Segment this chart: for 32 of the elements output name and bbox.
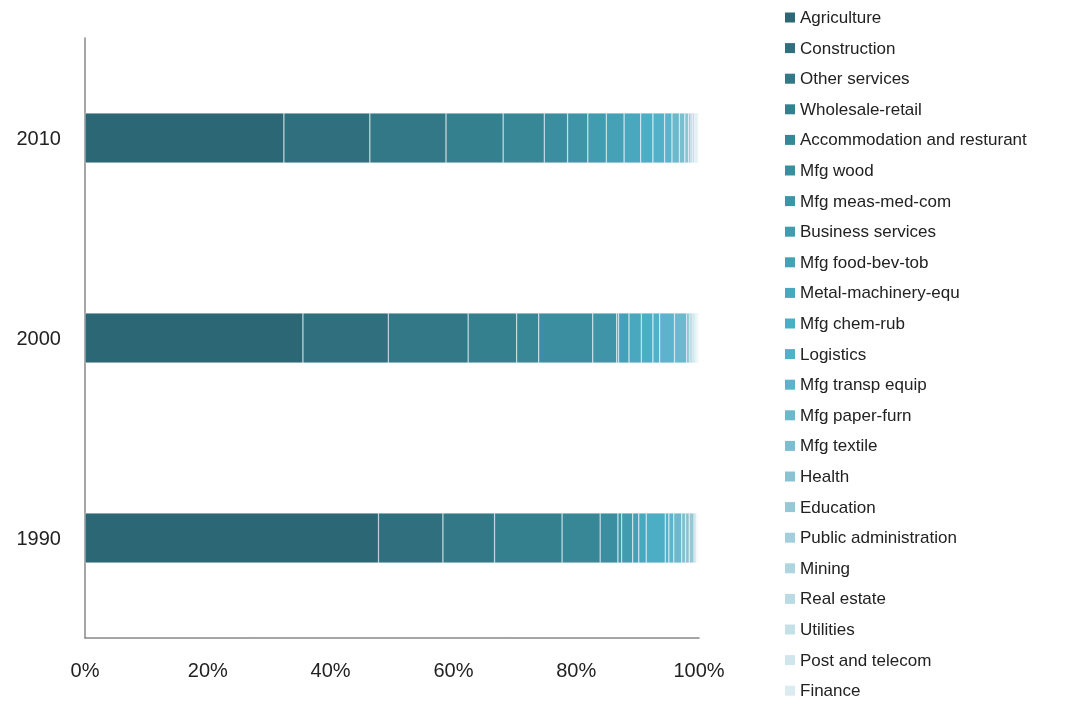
legend-label: Accommodation and resturant [800, 130, 1028, 150]
legend-label: Mfg chem-rub [800, 314, 905, 333]
x-tick-label: 100% [673, 659, 725, 681]
x-tick-label: 0% [70, 659, 100, 681]
x-tick-label: 60% [433, 659, 474, 681]
legend-label: Mfg wood [800, 161, 874, 180]
x-tick-label: 20% [187, 659, 229, 681]
legend-label: Mfg food-bev-tob [800, 252, 929, 272]
legend-label: Mining [800, 558, 851, 578]
legend-label: Finance [800, 681, 861, 701]
y-tick-label: 2010 [16, 127, 61, 149]
legend-label: Mfg textile [800, 436, 878, 456]
legend-label: Wholesale-retail [800, 99, 922, 119]
legend-label: Public administration [800, 528, 957, 548]
legend-label: Mfg transp equip [800, 375, 927, 395]
legend-label: Education [800, 497, 876, 517]
legend-label: Metal-machinery-equ [800, 283, 960, 303]
y-tick-label: 2000 [16, 327, 61, 349]
legend-label: Other services [800, 69, 910, 89]
legend-label: Business services [800, 222, 937, 242]
x-tick-label: 80% [556, 659, 597, 681]
legend-label: Mfg paper-furn [800, 405, 912, 425]
legend-label: Mfg meas-med-com [800, 191, 952, 211]
legend-label: Health [800, 467, 850, 486]
legend-label: Agriculture [800, 8, 882, 27]
legend-label: Real estate [800, 589, 886, 609]
x-tick-label: 40% [310, 659, 351, 681]
legend-label: Post and telecom [800, 650, 932, 670]
legend-label: Utilities [800, 620, 855, 639]
legend-label: Construction [800, 38, 896, 58]
y-tick-label: 1990 [16, 527, 61, 549]
legend-label: Logistics [800, 344, 867, 364]
